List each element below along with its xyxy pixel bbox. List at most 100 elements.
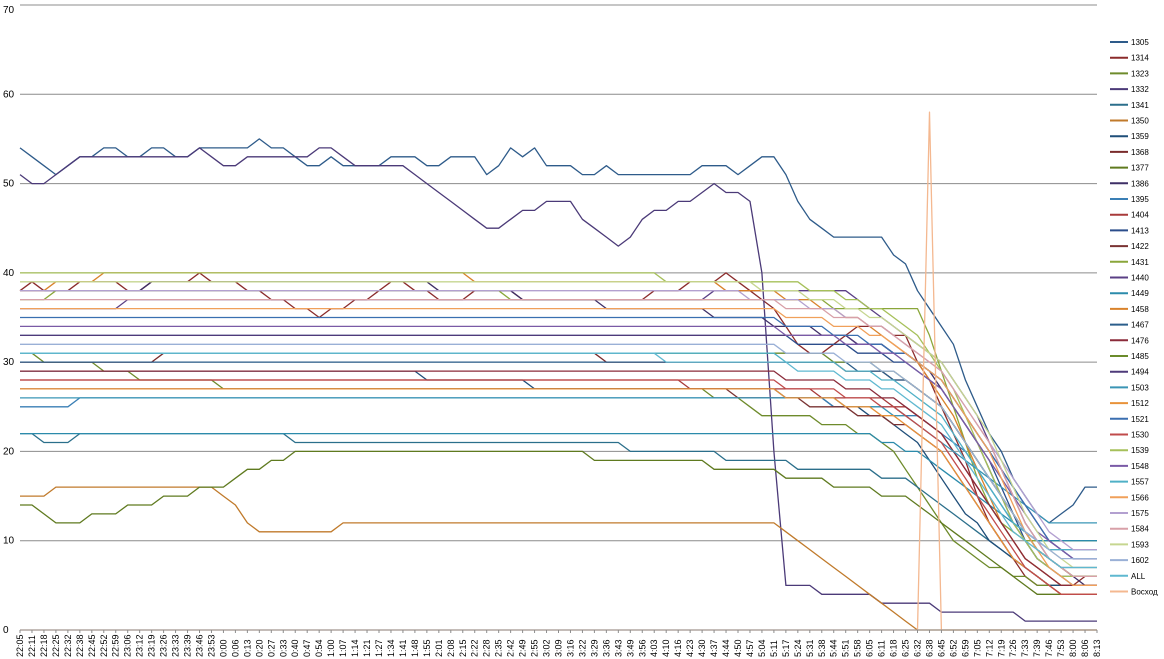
legend-label: 1395 xyxy=(1131,195,1149,204)
x-tick-label: 7:46 xyxy=(1044,639,1054,657)
x-tick-label: 23:26 xyxy=(159,634,169,657)
x-tick-label: 0:27 xyxy=(266,639,276,657)
x-tick-label: 2:35 xyxy=(494,639,504,657)
x-tick-label: 7:05 xyxy=(972,639,982,657)
x-tick-label: 6:25 xyxy=(901,639,911,657)
x-tick-label: 22:52 xyxy=(99,634,109,657)
series-line-1512 xyxy=(20,388,1097,595)
legend-label: 1557 xyxy=(1131,478,1149,487)
legend-label: 1359 xyxy=(1131,132,1149,141)
x-tick-label: 7:39 xyxy=(1032,639,1042,657)
legend-label: 1602 xyxy=(1131,556,1149,565)
x-tick-label: 8:06 xyxy=(1080,639,1090,657)
legend-label: 1512 xyxy=(1131,399,1149,408)
x-tick-label: 3:09 xyxy=(554,639,564,657)
y-tick-label: 50 xyxy=(3,179,15,190)
x-tick-label: 1:07 xyxy=(338,639,348,657)
series-line-1449 xyxy=(20,432,1097,542)
x-tick-label: 0:13 xyxy=(242,639,252,657)
series-line-1548 xyxy=(20,325,1097,560)
x-tick-label: 22:25 xyxy=(51,634,61,657)
legend-label: 1494 xyxy=(1131,368,1149,377)
x-tick-label: 22:59 xyxy=(111,634,121,657)
y-tick-label: 10 xyxy=(3,536,15,547)
legend-label: 1548 xyxy=(1131,462,1149,471)
x-tick-label: 2:08 xyxy=(446,639,456,657)
x-tick-label: 3:22 xyxy=(577,639,587,657)
x-tick-label: 8:00 xyxy=(1068,639,1078,657)
x-tick-label: 5:11 xyxy=(769,640,779,657)
x-tick-label: 0:54 xyxy=(314,639,324,657)
series-line-1566 xyxy=(20,307,1097,587)
y-tick-label: 0 xyxy=(3,625,9,636)
legend-label: 1458 xyxy=(1131,305,1149,314)
x-tick-label: 23:39 xyxy=(183,634,193,657)
x-tick-label: 3:16 xyxy=(565,639,575,657)
series-line-1593 xyxy=(20,281,1097,569)
x-tick-label: 2:49 xyxy=(518,639,528,657)
x-tick-label: 22:32 xyxy=(63,634,73,657)
x-tick-label: 2:55 xyxy=(530,639,540,657)
x-tick-label: 23:46 xyxy=(195,634,205,657)
legend-label: 1593 xyxy=(1131,540,1149,549)
x-tick-label: 8:13 xyxy=(1092,639,1102,657)
x-tick-label: 5:44 xyxy=(829,639,839,657)
x-tick-label: 2:22 xyxy=(470,639,480,657)
x-tick-label: 2:28 xyxy=(482,639,492,657)
x-tick-label: 3:56 xyxy=(637,639,647,657)
x-tick-label: 3:49 xyxy=(625,639,635,657)
series-line-ALL xyxy=(20,352,1097,569)
x-tick-label: 7:53 xyxy=(1056,639,1066,657)
legend-label: 1368 xyxy=(1131,148,1149,157)
x-tick-label: 6:05 xyxy=(865,639,875,657)
legend-label: 1449 xyxy=(1131,289,1149,298)
legend-label: 1566 xyxy=(1131,493,1149,502)
x-tick-label: 0:47 xyxy=(302,639,312,657)
x-tick-label: 0:20 xyxy=(254,639,264,657)
legend-label: 1350 xyxy=(1131,117,1149,126)
legend-label: 1431 xyxy=(1131,258,1149,267)
x-tick-label: 5:24 xyxy=(793,639,803,657)
x-tick-label: 1:41 xyxy=(398,639,408,657)
x-tick-label: 3:02 xyxy=(542,639,552,657)
x-tick-label: 6:38 xyxy=(924,639,934,657)
legend-label: 1404 xyxy=(1131,211,1149,220)
x-tick-label: 6:18 xyxy=(889,639,899,657)
x-tick-label: 0:00 xyxy=(218,639,228,657)
x-tick-label: 5:51 xyxy=(841,639,851,657)
y-tick-label: 70 xyxy=(3,5,15,16)
series-line-1530 xyxy=(20,379,1097,595)
x-tick-label: 5:38 xyxy=(817,639,827,657)
x-tick-label: 0:06 xyxy=(230,639,240,657)
x-tick-label: 4:16 xyxy=(673,639,683,657)
series-line-1476 xyxy=(20,370,1097,587)
x-tick-label: 5:04 xyxy=(757,639,767,657)
legend-label: 1377 xyxy=(1131,164,1149,173)
legend-label: Восход xyxy=(1131,588,1158,597)
legend-label: ALL xyxy=(1131,572,1146,581)
x-tick-label: 1:48 xyxy=(410,639,420,657)
x-tick-label: 2:42 xyxy=(506,639,516,657)
x-tick-label: 23:06 xyxy=(123,634,133,657)
legend-label: 1323 xyxy=(1131,69,1149,78)
legend-label: 1305 xyxy=(1131,38,1149,47)
legend-label: 1530 xyxy=(1131,431,1149,440)
x-tick-label: 2:01 xyxy=(434,639,444,657)
legend-label: 1503 xyxy=(1131,383,1149,392)
x-tick-label: 22:18 xyxy=(39,634,49,657)
x-tick-label: 23:33 xyxy=(171,634,181,657)
x-tick-label: 0:40 xyxy=(290,639,300,657)
x-tick-label: 7:12 xyxy=(984,639,994,657)
y-tick-label: 40 xyxy=(3,268,15,279)
x-tick-label: 7:26 xyxy=(1008,639,1018,657)
legend-label: 1485 xyxy=(1131,352,1149,361)
legend-label: 1467 xyxy=(1131,321,1149,330)
legend-label: 1386 xyxy=(1131,179,1149,188)
x-tick-label: 4:03 xyxy=(649,639,659,657)
x-tick-label: 22:11 xyxy=(27,635,37,657)
x-tick-label: 4:37 xyxy=(709,639,719,657)
legend-label: 1413 xyxy=(1131,226,1149,235)
x-tick-label: 22:05 xyxy=(15,634,25,657)
series-lines xyxy=(19,111,1097,631)
legend-label: 1332 xyxy=(1131,85,1149,94)
